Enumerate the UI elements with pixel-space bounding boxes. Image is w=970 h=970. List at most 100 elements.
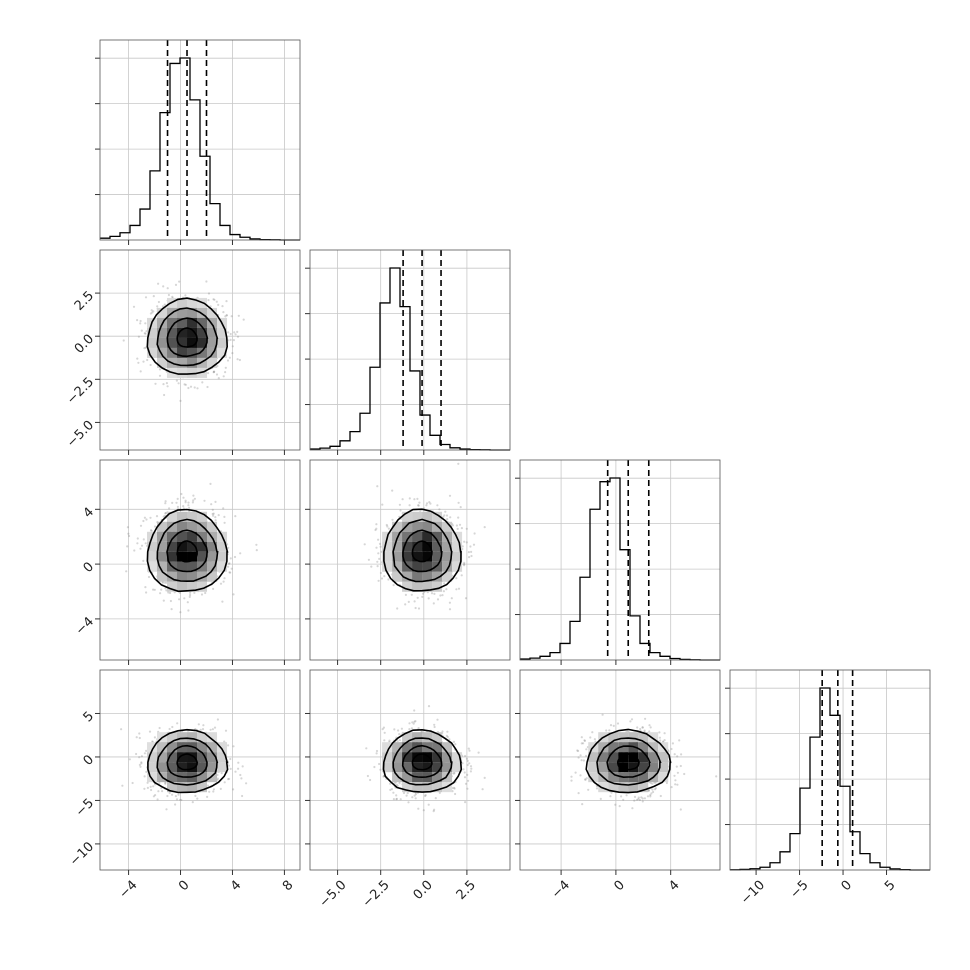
scatter-point — [157, 282, 160, 285]
scatter-point — [233, 331, 236, 334]
scatter-point — [396, 740, 399, 743]
scatter-point — [135, 752, 138, 756]
scatter-point — [213, 726, 217, 729]
scatter-point — [140, 755, 143, 758]
scatter-point — [162, 515, 165, 518]
scatter-point — [376, 560, 379, 563]
scatter-point — [144, 322, 147, 325]
density-pixels — [382, 511, 463, 592]
scatter-point — [140, 761, 143, 764]
scatter-point — [201, 381, 204, 384]
scatter-point — [458, 523, 462, 526]
scatter-point — [175, 379, 178, 382]
scatter-point — [167, 293, 170, 297]
scatter-point — [401, 498, 404, 501]
density-cell — [167, 347, 178, 358]
scatter-point — [392, 584, 395, 587]
scatter-point — [417, 607, 421, 610]
scatter-point — [231, 345, 234, 348]
scatter-point — [411, 796, 414, 799]
scatter-point — [189, 591, 192, 594]
scatter-point — [179, 798, 182, 801]
scatter-point — [379, 571, 382, 575]
scatter-point — [413, 709, 416, 712]
scatter-point — [225, 314, 228, 317]
scatter-point — [193, 386, 196, 389]
scatter-point — [400, 727, 403, 730]
scatter-point — [448, 608, 452, 611]
scatter-point — [408, 722, 411, 725]
scatter-point — [464, 597, 468, 600]
scatter-point — [163, 393, 166, 397]
scatter-point — [462, 768, 465, 771]
scatter-point — [439, 594, 442, 597]
density-cell — [177, 307, 188, 318]
scatter-point — [397, 729, 400, 732]
scatter-point — [237, 314, 240, 317]
scatter-point — [178, 280, 181, 283]
scatter-point — [165, 808, 168, 811]
y-tick-label: −4 — [73, 614, 97, 638]
scatter-point — [465, 527, 468, 530]
scatter-point — [398, 782, 401, 785]
scatter-point — [166, 385, 169, 388]
density-cell — [217, 762, 228, 773]
scatter-point — [377, 579, 380, 582]
scatter-point — [191, 501, 194, 504]
scatter-point — [408, 728, 411, 731]
scatter-point — [436, 598, 440, 601]
scatter-point — [226, 359, 230, 362]
scatter-point — [168, 727, 171, 731]
panel-frame — [309, 249, 511, 451]
scatter-point — [413, 498, 416, 501]
scatter-point — [171, 501, 174, 504]
scatter-point — [174, 795, 177, 798]
scatter-point — [133, 549, 136, 552]
scatter-point — [436, 718, 439, 721]
scatter-point — [149, 529, 153, 532]
density-cell — [207, 357, 218, 368]
scatter-point — [407, 600, 410, 604]
x-tick-label: 8 — [280, 878, 296, 894]
scatter-point — [241, 765, 244, 768]
scatter-point — [387, 578, 390, 581]
scatter-point — [171, 793, 174, 796]
x-tick-label: 0.0 — [411, 878, 436, 903]
scatter-point — [206, 795, 209, 799]
scatter-point — [144, 296, 148, 299]
scatter-point — [174, 803, 177, 806]
scatter-point — [417, 504, 420, 507]
scatter-point — [577, 792, 580, 795]
y-tick-label: 0 — [81, 752, 97, 768]
scatter-point — [449, 516, 452, 519]
scatter-point — [212, 298, 215, 301]
scatter-point — [150, 309, 153, 312]
scatter-point — [144, 346, 147, 349]
density-cell — [207, 337, 218, 348]
scatter-point — [427, 597, 430, 600]
scatter-point — [222, 507, 225, 510]
scatter-point — [161, 305, 165, 308]
scatter-point — [138, 756, 141, 759]
density-cell — [207, 551, 218, 562]
density-cell — [197, 317, 208, 328]
density-cell — [177, 347, 188, 358]
scatter-point — [177, 793, 180, 796]
scatter-point — [392, 791, 395, 794]
scatter-point — [232, 593, 235, 596]
scatter-point — [213, 370, 216, 373]
scatter-point — [136, 357, 139, 360]
density-cell — [392, 772, 403, 783]
scatter-point — [152, 310, 155, 313]
scatter-point — [179, 611, 182, 614]
scatter-point — [142, 519, 145, 523]
scatter-point — [202, 724, 205, 727]
scatter-point — [227, 562, 231, 565]
scatter-point — [227, 764, 230, 767]
scatter-point — [163, 581, 167, 584]
scatter-point — [206, 385, 209, 389]
scatter-point — [411, 721, 414, 724]
scatter-point — [245, 782, 248, 785]
density-cell — [197, 327, 208, 338]
scatter-point — [153, 588, 156, 591]
